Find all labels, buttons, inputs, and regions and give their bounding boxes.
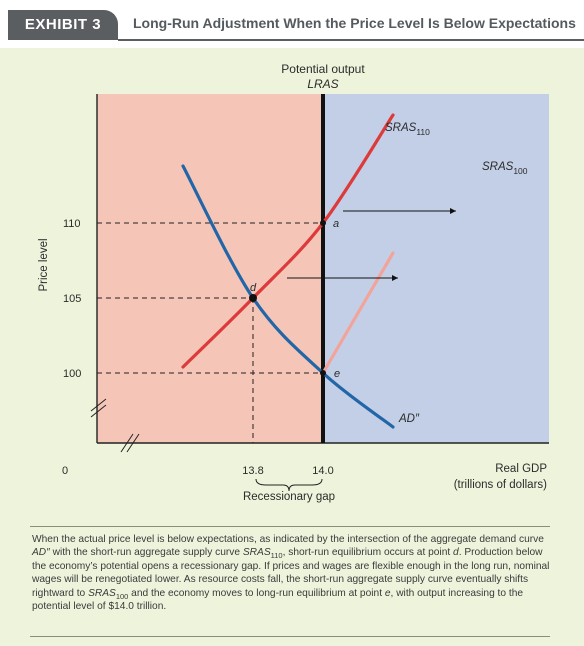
lras-label: LRAS — [307, 77, 338, 91]
exhibit-title: Long-Run Adjustment When the Price Level… — [133, 15, 576, 31]
below-potential-region — [97, 94, 323, 443]
x-tick-label: 14.0 — [312, 465, 333, 477]
header-rule — [118, 39, 584, 41]
exhibit-header: EXHIBIT 3 Long-Run Adjustment When the P… — [0, 0, 584, 48]
chart: d a e 100 105 110 0 13.8 14.0 Recessionary gap Rea… — [38, 62, 549, 503]
y-tick-label: 100 — [63, 368, 81, 380]
exhibit-badge: EXHIBIT 3 — [8, 10, 118, 40]
caption-bottom-rule — [30, 636, 550, 637]
point-e-marker — [320, 370, 326, 376]
caption-sras-term: SRAS — [242, 547, 271, 559]
caption-point-d: d — [453, 547, 459, 559]
lras-top-label: Potential output — [281, 62, 365, 76]
above-potential-region — [323, 94, 549, 443]
y-axis-break — [90, 398, 107, 418]
caption-ad-term: AD″ — [32, 547, 50, 559]
figure-caption: When the actual price level is below exp… — [32, 533, 554, 613]
caption-text: When the actual price level is below exp… — [32, 534, 544, 545]
recessionary-gap-brace — [255, 478, 323, 492]
x-axis-break — [120, 433, 140, 453]
caption-top-rule — [30, 526, 550, 527]
sras-110-curve — [181, 113, 395, 369]
point-d-marker — [249, 294, 257, 302]
recessionary-gap-label: Recessionary gap — [243, 491, 335, 503]
caption-text: with the short-run aggregate supply curv… — [49, 547, 243, 559]
sras-110-label: SRAS110 — [385, 122, 430, 137]
y-tick-label: 110 — [63, 218, 81, 230]
caption-sras-subscript: 110 — [270, 551, 283, 561]
point-a-marker — [320, 220, 326, 226]
y-axis-title: Price level — [38, 238, 50, 291]
x-tick-label: 13.8 — [242, 465, 263, 477]
caption-text: and the economy moves to long-run equili… — [128, 587, 385, 599]
point-e-label: e — [334, 368, 340, 380]
point-d-label: d — [250, 282, 257, 294]
point-a-label: a — [333, 218, 339, 230]
caption-text: , short-run equilibrium occurs at point — [282, 547, 454, 559]
caption-point-e: e — [384, 587, 391, 599]
origin-label: 0 — [62, 465, 68, 477]
x-axis-units: (trillions of dollars) — [454, 479, 547, 491]
ad-curve — [181, 164, 395, 429]
sras-100-curve — [321, 251, 395, 375]
ad-label: AD″ — [398, 413, 420, 425]
caption-text: , with output increasing to the potentia… — [32, 587, 524, 613]
x-axis-title: Real GDP — [495, 463, 547, 475]
sras-100-label: SRAS100 — [482, 161, 528, 176]
y-tick-label: 105 — [63, 293, 81, 305]
caption-sras-term: SRAS — [88, 587, 116, 599]
caption-text: . Production below the economy’s potenti… — [32, 547, 550, 599]
caption-sras-subscript: 100 — [115, 591, 129, 601]
